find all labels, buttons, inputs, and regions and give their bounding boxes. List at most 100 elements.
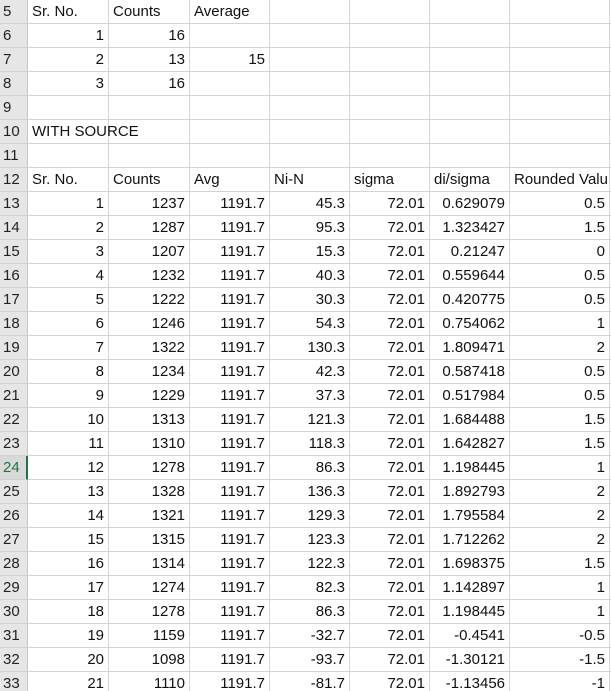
cell-F12[interactable]: di/sigma (430, 168, 510, 192)
row-header-33[interactable]: 33 (0, 672, 28, 691)
cell-F23[interactable]: 1.642827 (430, 432, 510, 456)
cell-A27[interactable]: 15 (28, 528, 109, 552)
cell-F26[interactable]: 1.795584 (430, 504, 510, 528)
cell-D32[interactable]: -93.7 (270, 648, 350, 672)
cell-G10[interactable] (510, 120, 610, 144)
cell-G7[interactable] (510, 48, 610, 72)
cell-E26[interactable]: 72.01 (350, 504, 430, 528)
cell-G13[interactable]: 0.5 (510, 192, 610, 216)
cell-D25[interactable]: 136.3 (270, 480, 350, 504)
cell-D6[interactable] (270, 24, 350, 48)
row-header-27[interactable]: 27 (0, 528, 28, 552)
cell-E19[interactable]: 72.01 (350, 336, 430, 360)
row-header-22[interactable]: 22 (0, 408, 28, 432)
cell-F9[interactable] (430, 96, 510, 120)
row-header-23[interactable]: 23 (0, 432, 28, 456)
cell-E33[interactable]: 72.01 (350, 672, 430, 691)
row-header-24[interactable]: 24 (0, 456, 28, 480)
cell-G28[interactable]: 1.5 (510, 552, 610, 576)
cell-D29[interactable]: 82.3 (270, 576, 350, 600)
cell-A10[interactable]: WITH SOURCE (28, 120, 139, 144)
cell-C6[interactable] (190, 24, 270, 48)
cell-F5[interactable] (430, 0, 510, 24)
cell-F10[interactable] (430, 120, 510, 144)
cell-E23[interactable]: 72.01 (350, 432, 430, 456)
cell-F31[interactable]: -0.4541 (430, 624, 510, 648)
row-header-32[interactable]: 32 (0, 648, 28, 672)
cell-C30[interactable]: 1191.7 (190, 600, 270, 624)
cell-D18[interactable]: 54.3 (270, 312, 350, 336)
cell-G8[interactable] (510, 72, 610, 96)
cell-G29[interactable]: 1 (510, 576, 610, 600)
cell-G21[interactable]: 0.5 (510, 384, 610, 408)
cell-F25[interactable]: 1.892793 (430, 480, 510, 504)
cell-A22[interactable]: 10 (28, 408, 109, 432)
cell-E5[interactable] (350, 0, 430, 24)
cell-C29[interactable]: 1191.7 (190, 576, 270, 600)
cell-D15[interactable]: 15.3 (270, 240, 350, 264)
cell-B21[interactable]: 1229 (109, 384, 190, 408)
cell-A18[interactable]: 6 (28, 312, 109, 336)
row-header-16[interactable]: 16 (0, 264, 28, 288)
cell-D5[interactable] (270, 0, 350, 24)
cell-G23[interactable]: 1.5 (510, 432, 610, 456)
cell-C19[interactable]: 1191.7 (190, 336, 270, 360)
cell-D26[interactable]: 129.3 (270, 504, 350, 528)
cell-E10[interactable] (350, 120, 430, 144)
row-header-14[interactable]: 14 (0, 216, 28, 240)
cell-E9[interactable] (350, 96, 430, 120)
cell-C15[interactable]: 1191.7 (190, 240, 270, 264)
cell-A17[interactable]: 5 (28, 288, 109, 312)
cell-D10[interactable] (270, 120, 350, 144)
cell-B10[interactable] (109, 120, 190, 144)
cell-E13[interactable]: 72.01 (350, 192, 430, 216)
cell-F13[interactable]: 0.629079 (430, 192, 510, 216)
cell-G27[interactable]: 2 (510, 528, 610, 552)
cell-G17[interactable]: 0.5 (510, 288, 610, 312)
cell-F24[interactable]: 1.198445 (430, 456, 510, 480)
cell-D30[interactable]: 86.3 (270, 600, 350, 624)
row-header-25[interactable]: 25 (0, 480, 28, 504)
cell-A12[interactable]: Sr. No. (28, 168, 109, 192)
cell-C23[interactable]: 1191.7 (190, 432, 270, 456)
row-header-15[interactable]: 15 (0, 240, 28, 264)
cell-E18[interactable]: 72.01 (350, 312, 430, 336)
cell-B24[interactable]: 1278 (109, 456, 190, 480)
cell-C18[interactable]: 1191.7 (190, 312, 270, 336)
cell-D8[interactable] (270, 72, 350, 96)
row-header-17[interactable]: 17 (0, 288, 28, 312)
cell-B22[interactable]: 1313 (109, 408, 190, 432)
row-header-29[interactable]: 29 (0, 576, 28, 600)
cell-D12[interactable]: Ni-N (270, 168, 350, 192)
cell-B32[interactable]: 1098 (109, 648, 190, 672)
cell-D24[interactable]: 86.3 (270, 456, 350, 480)
cell-A14[interactable]: 2 (28, 216, 109, 240)
cell-E17[interactable]: 72.01 (350, 288, 430, 312)
cell-F14[interactable]: 1.323427 (430, 216, 510, 240)
cell-C9[interactable] (190, 96, 270, 120)
row-header-21[interactable]: 21 (0, 384, 28, 408)
cell-C5[interactable]: Average (190, 0, 270, 24)
row-header-20[interactable]: 20 (0, 360, 28, 384)
row-header-18[interactable]: 18 (0, 312, 28, 336)
cell-D31[interactable]: -32.7 (270, 624, 350, 648)
cell-F17[interactable]: 0.420775 (430, 288, 510, 312)
cell-B33[interactable]: 1110 (109, 672, 190, 691)
row-header-19[interactable]: 19 (0, 336, 28, 360)
cell-E32[interactable]: 72.01 (350, 648, 430, 672)
cell-G19[interactable]: 2 (510, 336, 610, 360)
cell-D23[interactable]: 118.3 (270, 432, 350, 456)
cell-C7[interactable]: 15 (190, 48, 270, 72)
cell-A21[interactable]: 9 (28, 384, 109, 408)
cell-G20[interactable]: 0.5 (510, 360, 610, 384)
cell-C16[interactable]: 1191.7 (190, 264, 270, 288)
cell-G16[interactable]: 0.5 (510, 264, 610, 288)
cell-C11[interactable] (190, 144, 270, 168)
cell-E20[interactable]: 72.01 (350, 360, 430, 384)
cell-A9[interactable] (28, 96, 109, 120)
cell-E14[interactable]: 72.01 (350, 216, 430, 240)
cell-B8[interactable]: 16 (109, 72, 190, 96)
cell-F33[interactable]: -1.13456 (430, 672, 510, 691)
cell-G18[interactable]: 1 (510, 312, 610, 336)
cell-G26[interactable]: 2 (510, 504, 610, 528)
